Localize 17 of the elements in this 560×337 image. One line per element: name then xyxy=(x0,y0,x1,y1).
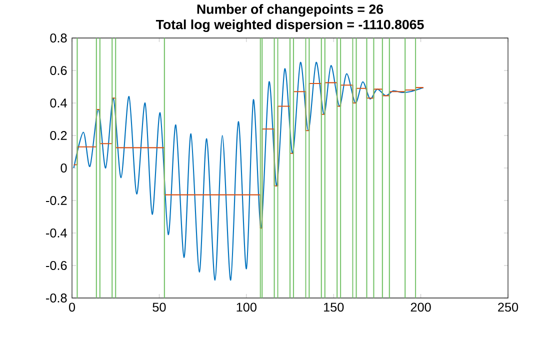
y-tick-label: 0.6 xyxy=(50,66,67,75)
y-tick-label: 0.2 xyxy=(50,131,67,140)
y-tick-label: 0.4 xyxy=(50,98,67,108)
x-tick-label: 200 xyxy=(410,302,431,312)
x-tick-label: 150 xyxy=(324,302,344,312)
x-tick-label: 0 xyxy=(68,302,76,312)
x-tick-label: 100 xyxy=(236,302,256,312)
y-tick-label: -0.6 xyxy=(46,261,67,270)
y-tick-label: -0.2 xyxy=(46,196,67,205)
y-tick-label: -0.4 xyxy=(46,228,67,238)
x-tick-label: 50 xyxy=(152,302,166,312)
x-tick-label: 250 xyxy=(498,302,518,312)
y-tick-label: -0.8 xyxy=(46,294,67,302)
chart-subtitle: Total log weighted dispersion = -1110.8065 xyxy=(156,19,424,32)
chart-title: Number of changepoints = 26 xyxy=(197,4,384,17)
y-tick-label: 0.8 xyxy=(50,34,67,42)
y-tick-label: 0 xyxy=(60,164,67,172)
